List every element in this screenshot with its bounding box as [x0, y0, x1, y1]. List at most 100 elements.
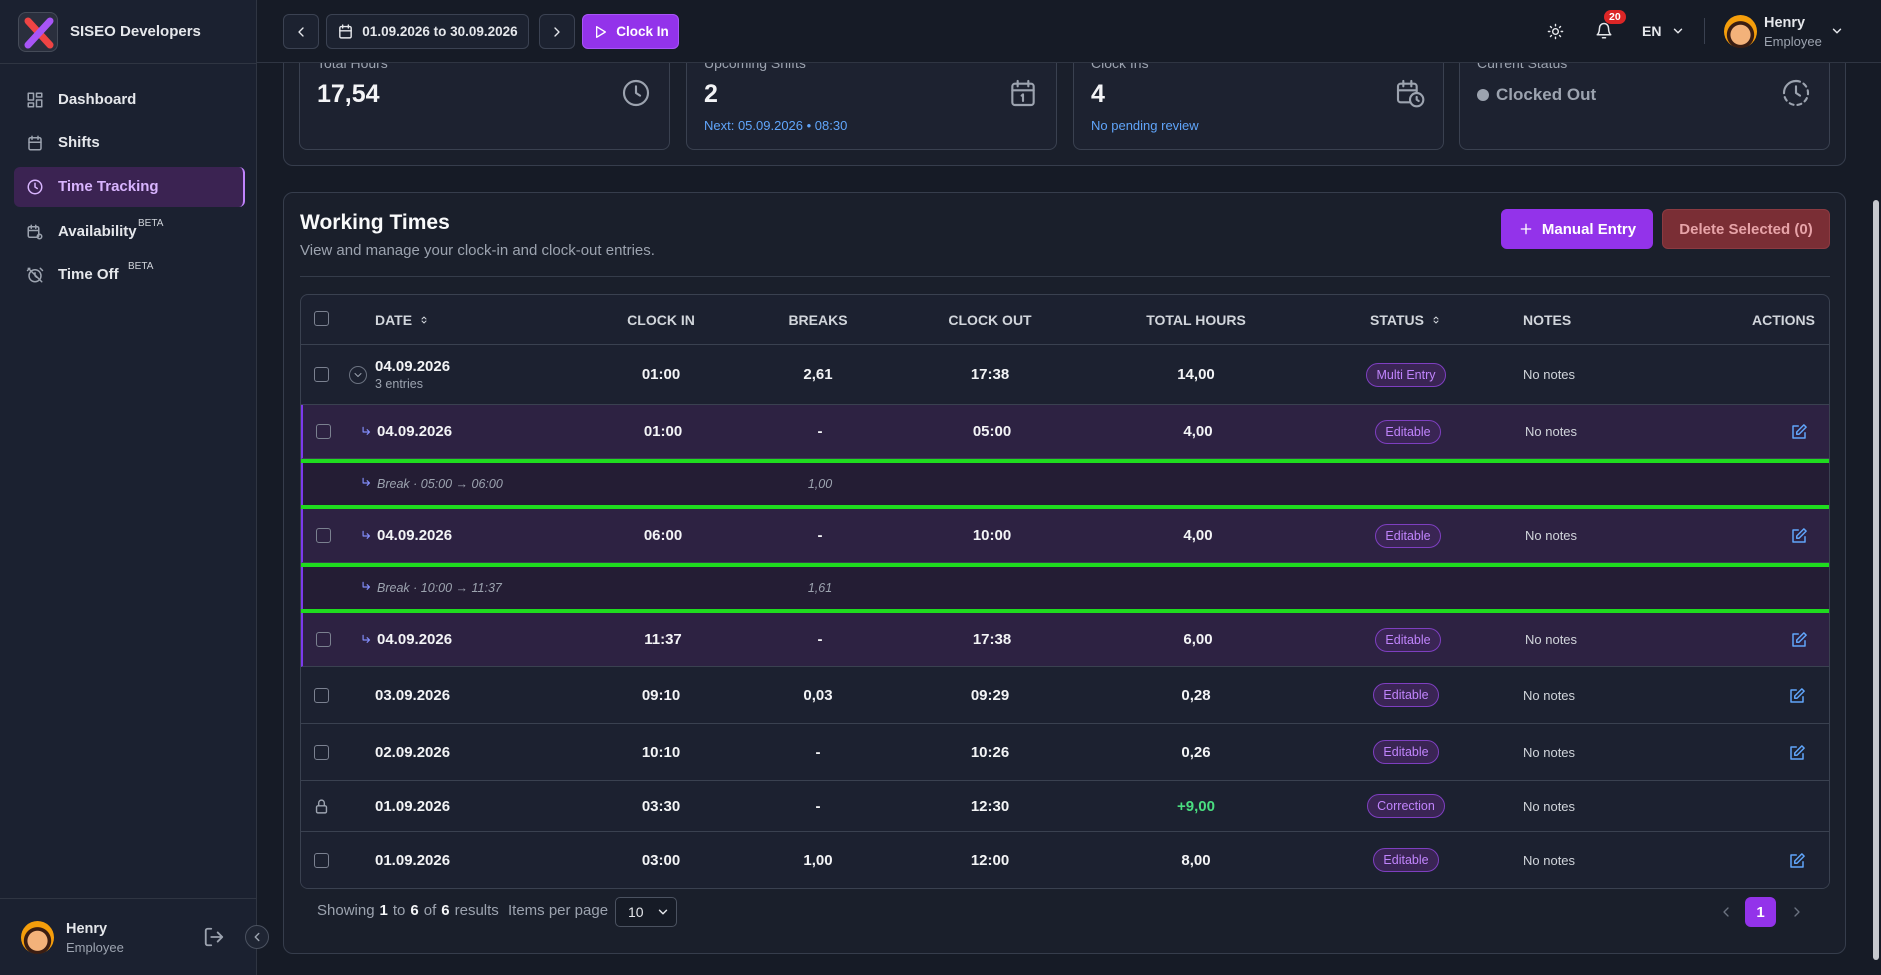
stat-card: Upcoming Shifts 2 Next: 05.09.2026 • 08:30 [686, 48, 1057, 150]
theme-toggle-part [1547, 23, 1564, 40]
notification-badge: 20 [1604, 10, 1626, 24]
edit-button[interactable] [1788, 687, 1806, 705]
date: 04.09.2026 [375, 358, 451, 375]
showing-text: of [423, 902, 437, 919]
row-checkbox[interactable] [314, 367, 329, 382]
section-subtitle: View and manage your clock-in and clock-… [300, 242, 655, 259]
edit-button-part [1792, 633, 1806, 647]
per-page-select[interactable]: 10 [615, 897, 677, 927]
nav-item[interactable]: Shifts [14, 123, 245, 163]
stat-icon-part [1782, 79, 1798, 95]
showing-text: 1 [379, 902, 388, 919]
delete-selected-button[interactable]: Delete Selected (0) [1662, 209, 1830, 249]
status-cell: Correction [1306, 781, 1506, 831]
manual-entry-button[interactable]: Manual Entry [1501, 209, 1653, 249]
theme-toggle[interactable] [1547, 23, 1564, 40]
stat-icon [1780, 77, 1812, 109]
page-button[interactable]: 1 [1745, 897, 1776, 927]
break-label: Break · 05:00 → 06:00 [377, 476, 503, 491]
nav-item[interactable]: Time Off BETA [14, 255, 245, 295]
stat-icon [1394, 77, 1426, 109]
date-cell: 04.09.2026 [377, 613, 452, 666]
breaks: - [817, 527, 823, 544]
next-range-part [554, 26, 560, 37]
user-menu-arrow-part [1832, 28, 1842, 34]
cell: CLOCK IN [561, 295, 761, 344]
date-range-button[interactable]: 01.09.2026 to 30.09.2026 [326, 14, 529, 49]
nav-icon [26, 266, 44, 284]
next-page[interactable] [1789, 904, 1805, 920]
nav-item[interactable]: Dashboard [14, 80, 245, 120]
stat-value: Clocked Out [1496, 85, 1597, 104]
language[interactable]: EN [1642, 23, 1662, 39]
date: 01.09.2026 [375, 797, 451, 815]
nav-icon-part [35, 92, 43, 98]
nav-icon [26, 91, 44, 109]
prev-range-button[interactable] [283, 14, 319, 49]
notes: No notes [1523, 852, 1576, 868]
scrollbar-thumb [1873, 200, 1879, 960]
edit-button-part [1794, 687, 1805, 699]
sub-icon [359, 580, 373, 594]
nav-item[interactable]: Availability BETA [14, 212, 245, 252]
sub-icon-part [362, 426, 371, 435]
notes: No notes [1523, 798, 1576, 814]
edit-button-part [1796, 424, 1807, 435]
clock-out: 12:30 [970, 797, 1010, 815]
nav-item[interactable]: Time Tracking [14, 167, 245, 207]
prev-page[interactable] [1718, 904, 1734, 920]
edit-button[interactable] [1790, 631, 1808, 649]
status-cell: Editable [1308, 509, 1508, 562]
breaks: - [817, 423, 823, 440]
stat-card: Total Hours 17,54 [299, 48, 670, 150]
logout-button[interactable] [203, 926, 225, 948]
divider [300, 276, 1830, 277]
status-cell: Editable [1306, 832, 1506, 888]
stat-value: 4 [1091, 80, 1105, 108]
clock-out: 12:00 [970, 851, 1010, 869]
language-arrow-part [1673, 28, 1683, 34]
edit-button[interactable] [1788, 852, 1806, 870]
notifications[interactable] [1595, 22, 1613, 40]
play-icon-part [596, 25, 607, 38]
break-row: Break · 05:00 → 06:00 1,00 [301, 459, 1829, 509]
next-page-part [1794, 907, 1800, 917]
clock-in: 10:10 [641, 743, 681, 761]
row-checkbox[interactable] [316, 528, 331, 543]
date-cell: 03.09.2026 [375, 667, 450, 723]
select-all-checkbox[interactable] [314, 311, 329, 326]
row-checkbox[interactable] [316, 632, 331, 647]
edit-button-part [1790, 745, 1804, 760]
entry-row: 01.09.2026 03:00 1,00 12:00 8,00 Editable No n… [301, 832, 1829, 888]
row-checkbox[interactable] [314, 744, 329, 760]
sub-icon [359, 476, 373, 490]
clock-in-button[interactable]: Clock In [582, 14, 679, 49]
row-checkbox[interactable] [316, 424, 331, 439]
edit-button-part [1790, 744, 1805, 760]
sort-icon-part [421, 316, 427, 323]
total: 0,26 [1181, 743, 1211, 761]
date-range: 01.09.2026 to 30.09.2026 [362, 24, 518, 39]
row-checkbox[interactable] [314, 687, 329, 703]
next-range-button[interactable] [539, 14, 575, 49]
date: 04.09.2026 [377, 423, 453, 440]
nav-icon-part [36, 233, 43, 240]
stat-icon-part [634, 85, 642, 97]
stat-icon [620, 77, 652, 109]
edit-button[interactable] [1788, 744, 1806, 762]
sidebar: SISEO Developers Dashboard Shifts Time Trac… [0, 0, 257, 975]
expand-icon [349, 366, 367, 384]
nav-icon [26, 223, 44, 241]
edit-button[interactable] [1790, 423, 1808, 441]
edit-button[interactable] [1790, 527, 1808, 545]
row-checkbox[interactable] [314, 852, 329, 868]
edit-button-part [1790, 852, 1805, 868]
sub-icon-part [362, 581, 371, 590]
collapse-sidebar[interactable] [245, 925, 269, 949]
stat-icon-part [622, 79, 650, 107]
status-pill: Multi Entry [1366, 362, 1446, 387]
stat-icon [1007, 77, 1039, 109]
nav-icon-part [28, 135, 42, 143]
edit-button-part [1794, 852, 1805, 864]
